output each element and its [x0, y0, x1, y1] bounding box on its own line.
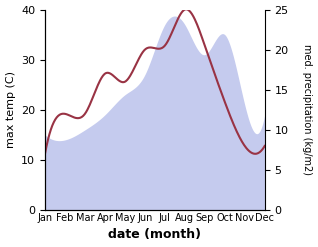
X-axis label: date (month): date (month) [108, 228, 201, 242]
Y-axis label: med. precipitation (kg/m2): med. precipitation (kg/m2) [302, 44, 313, 175]
Y-axis label: max temp (C): max temp (C) [5, 71, 16, 148]
